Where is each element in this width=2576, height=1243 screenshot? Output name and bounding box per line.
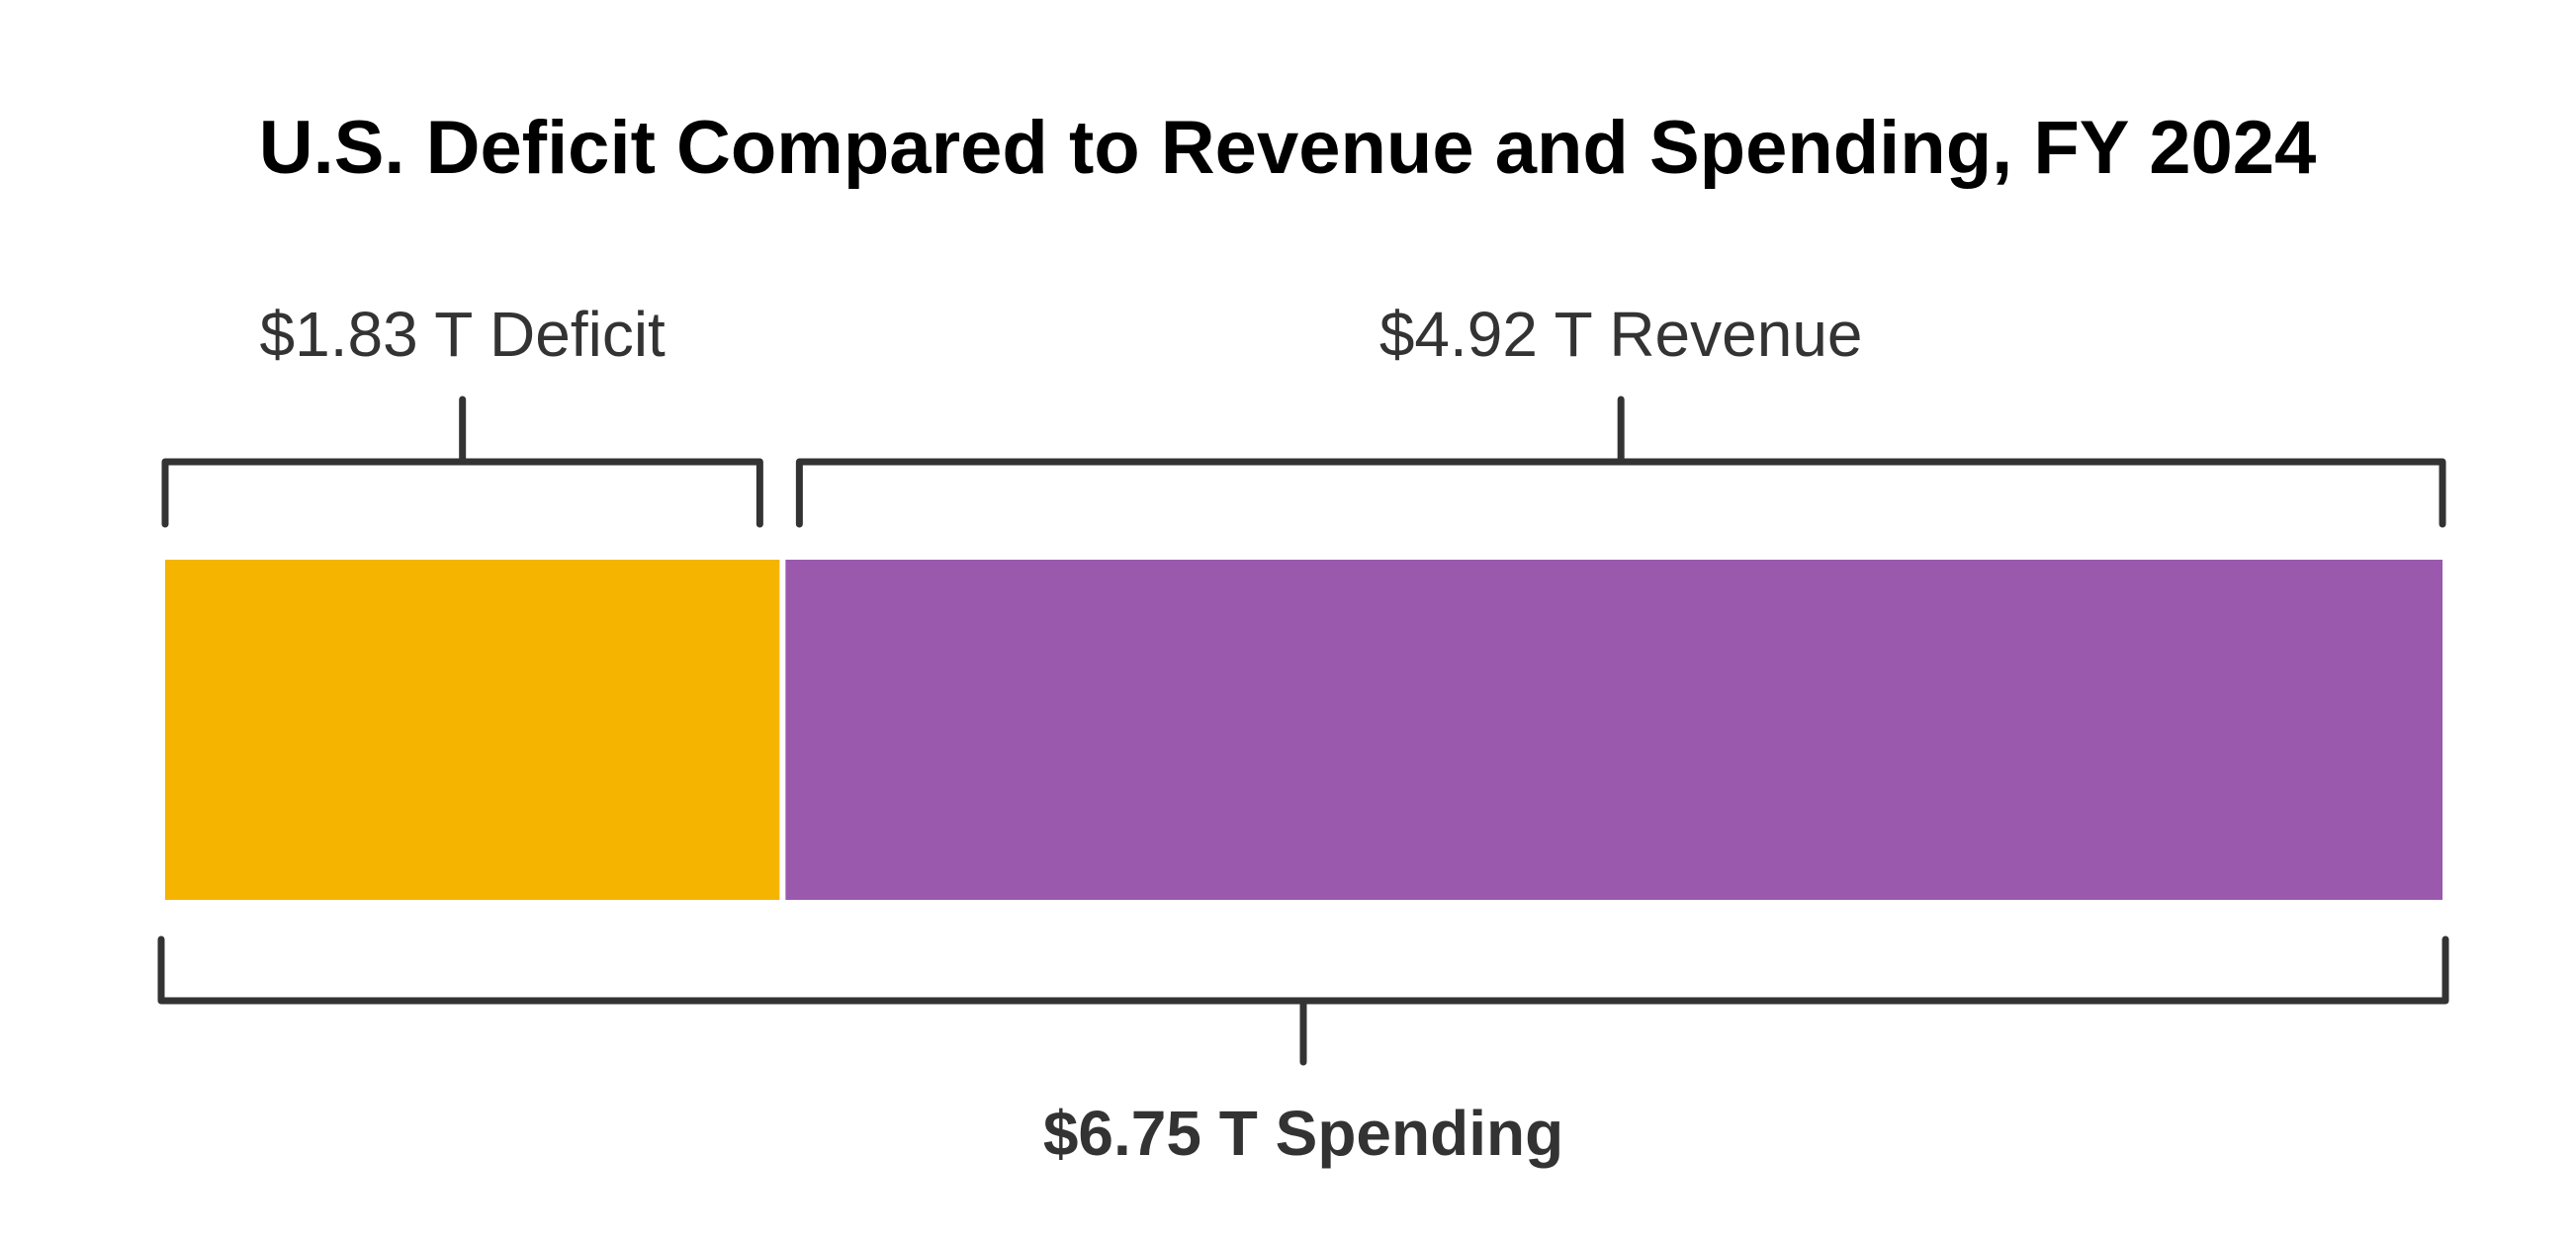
- bracket-deficit: [161, 396, 763, 528]
- revenue-label: $4.92 T Revenue: [1379, 299, 1863, 370]
- spending-label: $6.75 T Spending: [1043, 1098, 1563, 1169]
- bracket-revenue: [795, 396, 2446, 528]
- bracket-spending: [157, 935, 2449, 1066]
- bar-segment-revenue: [785, 560, 2443, 900]
- deficit-label: $1.83 T Deficit: [260, 299, 666, 370]
- chart-title: U.S. Deficit Compared to Revenue and Spe…: [259, 106, 2317, 190]
- bar-segment-deficit: [165, 560, 780, 900]
